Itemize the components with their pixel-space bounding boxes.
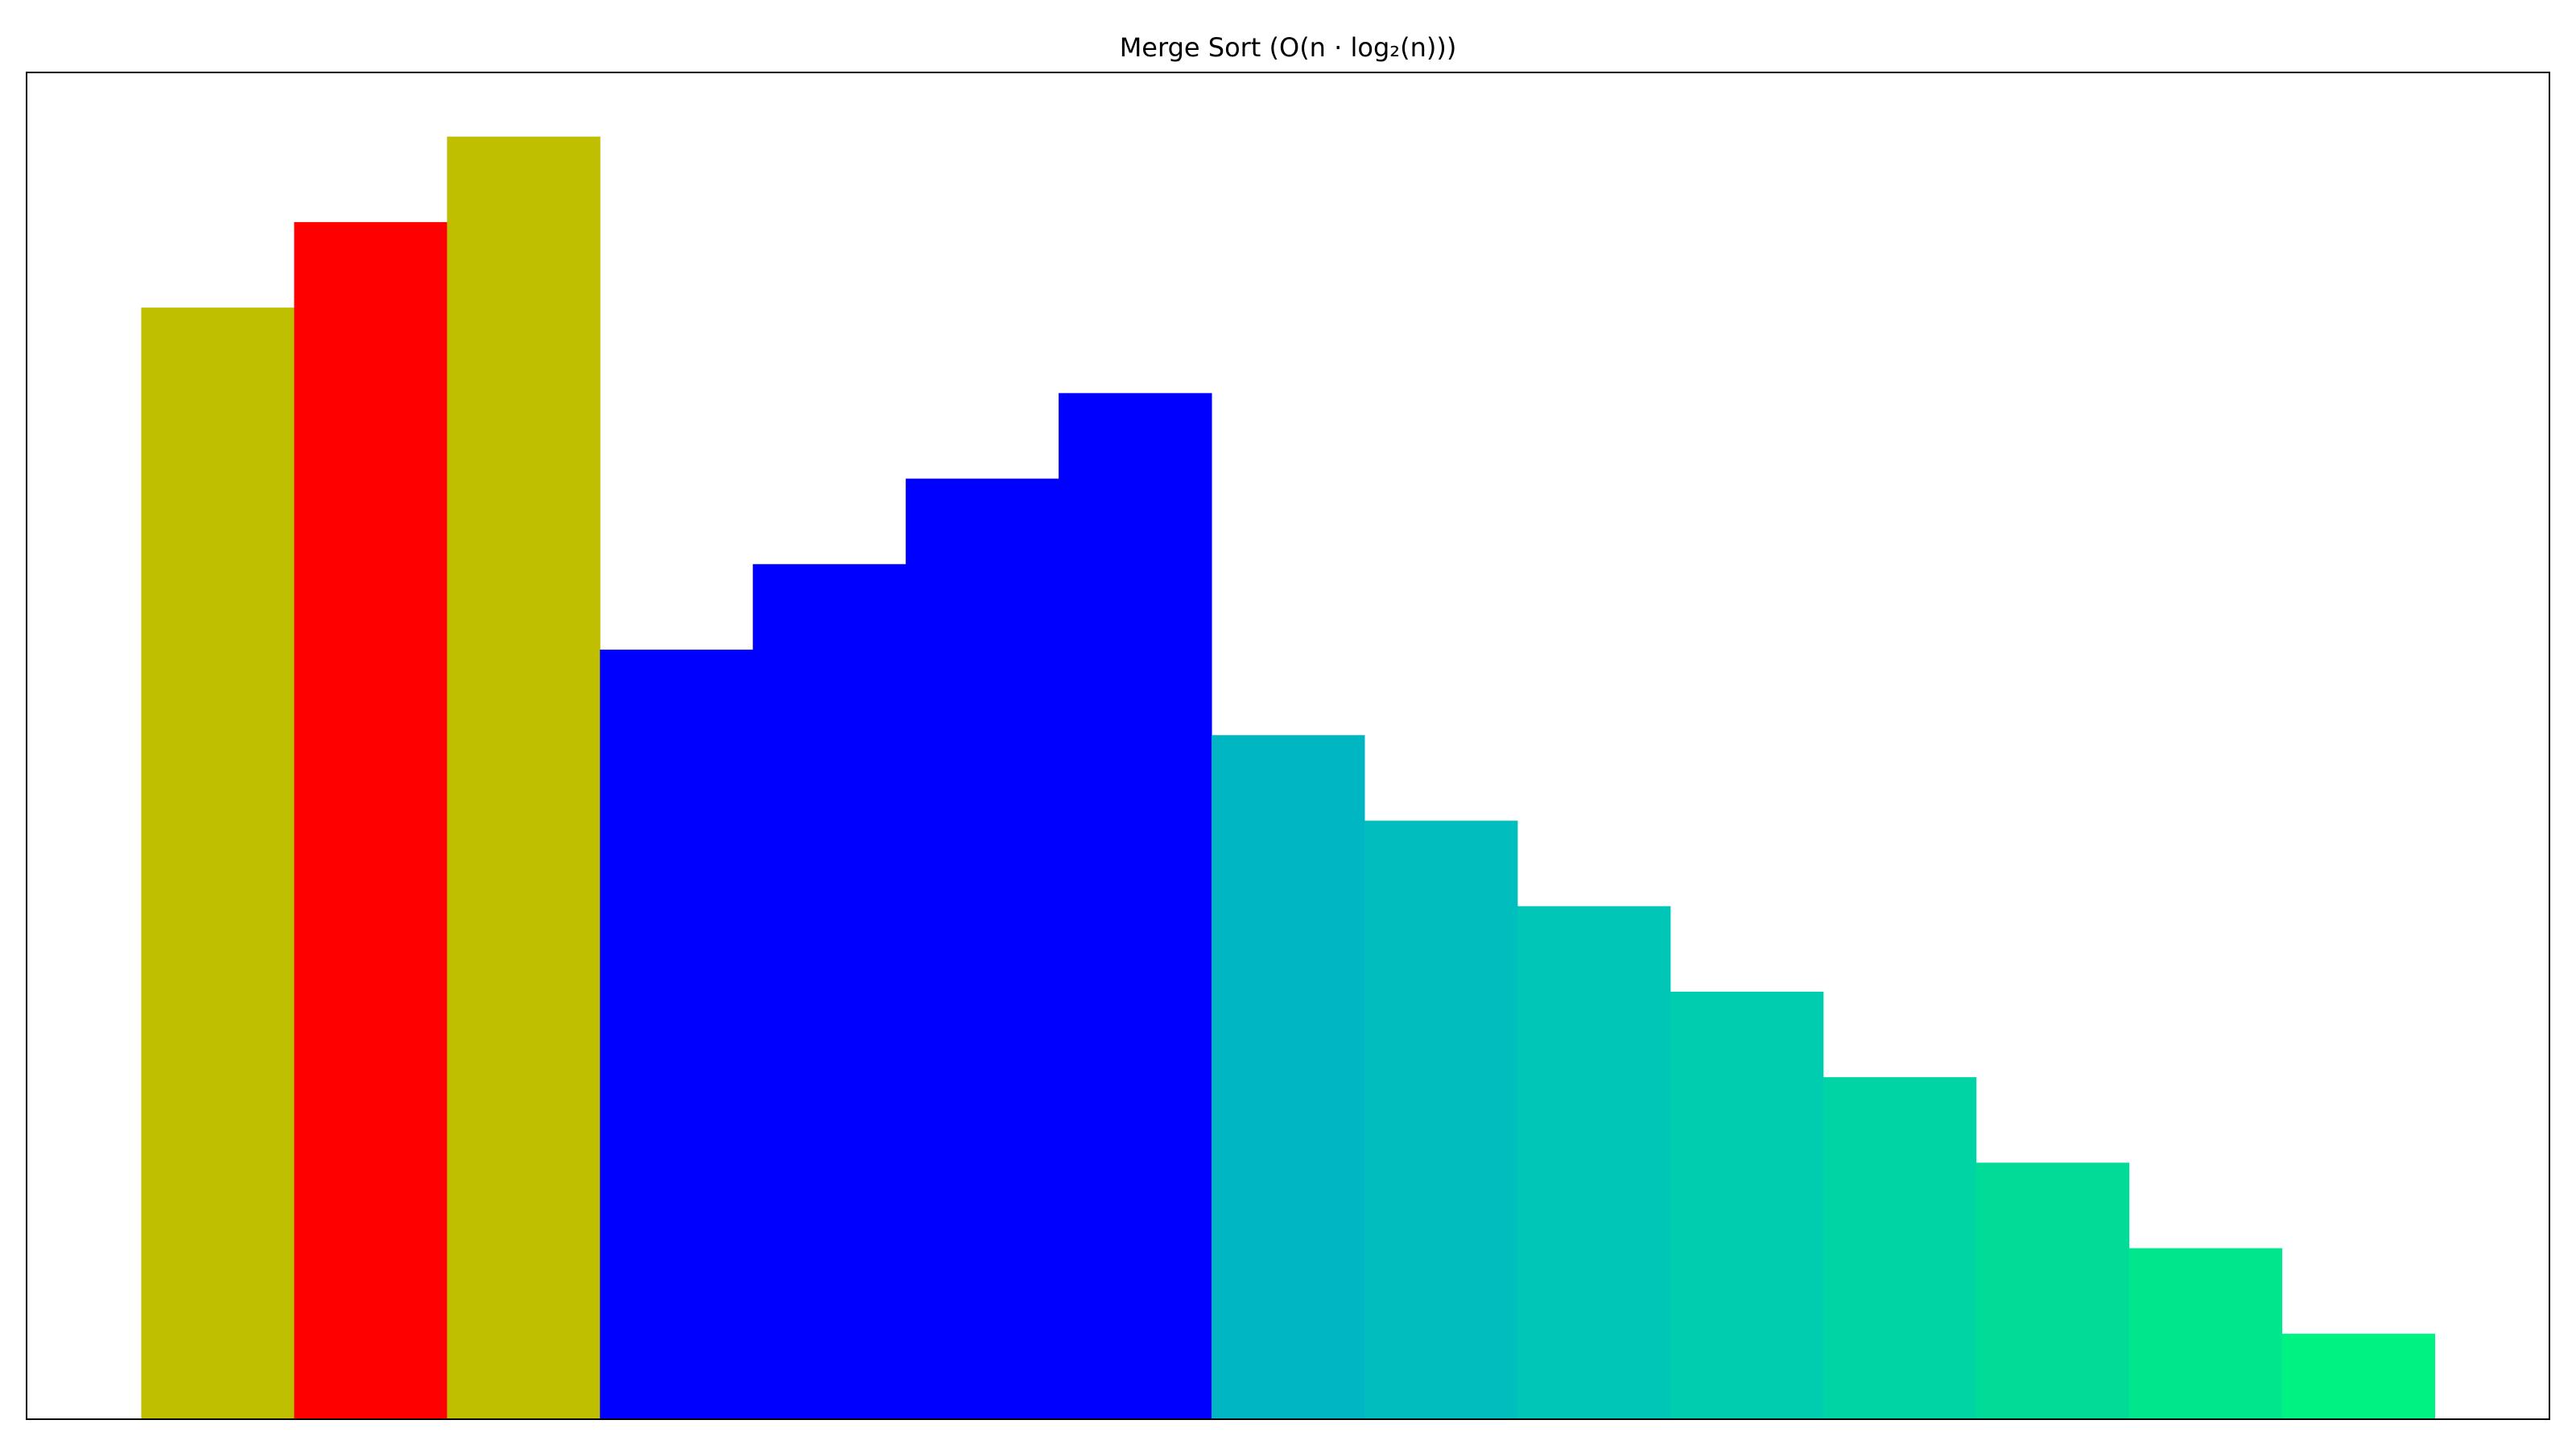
bar	[600, 650, 753, 1419]
bar	[1364, 820, 1518, 1419]
bar	[1823, 1077, 1977, 1419]
bar	[447, 136, 601, 1420]
bar	[141, 308, 295, 1420]
bar	[753, 564, 906, 1419]
bar	[294, 221, 448, 1419]
bar	[1059, 393, 1212, 1419]
bar	[906, 478, 1059, 1419]
bar	[2128, 1248, 2283, 1419]
chart-title: Merge Sort (O(n · log₂(n)))	[1120, 32, 1457, 63]
bar	[2281, 1333, 2436, 1419]
plot-frame	[26, 72, 2550, 1420]
bar	[1670, 991, 1824, 1419]
bar	[1517, 906, 1671, 1419]
bar	[1975, 1162, 2130, 1419]
bar	[1212, 735, 1365, 1419]
